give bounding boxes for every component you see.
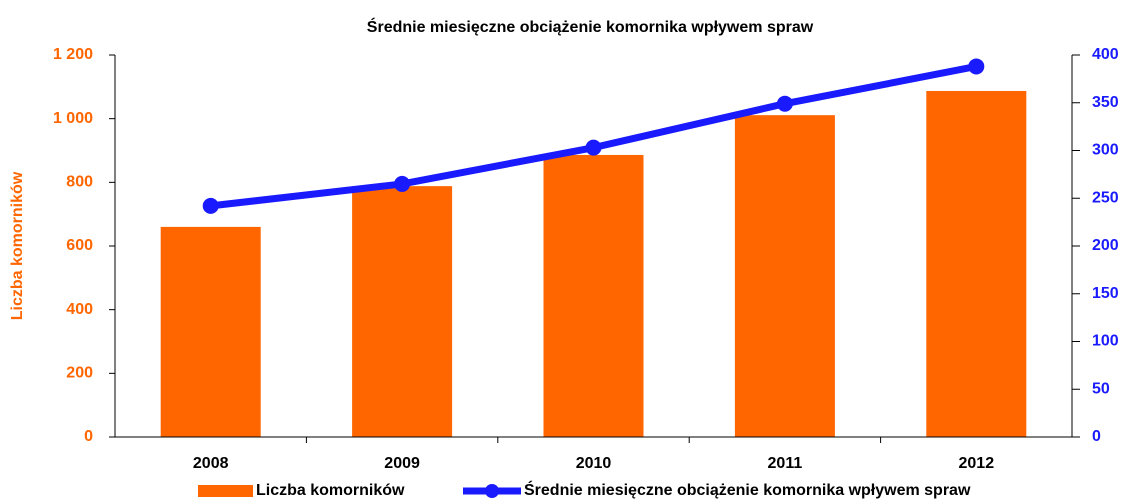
chart-title: Średnie miesięczne obciążenie komornika … — [367, 17, 814, 36]
y-tick-label: 0 — [84, 428, 93, 445]
y2-tick-label: 50 — [1092, 380, 1110, 397]
y-tick-label: 400 — [66, 301, 93, 318]
y2-tick-label: 100 — [1092, 333, 1119, 350]
y2-tick-label: 300 — [1092, 142, 1119, 159]
y2-tick-label: 150 — [1092, 285, 1119, 302]
y2-tick-label: 250 — [1092, 189, 1119, 206]
x-tick-label: 2012 — [959, 455, 995, 472]
y2-tick-label: 0 — [1092, 428, 1101, 445]
bar — [352, 186, 453, 437]
line-marker — [202, 197, 219, 214]
bar — [543, 154, 644, 437]
y-axis-label: Liczba komorników — [9, 171, 26, 320]
y2-tick-label: 350 — [1092, 94, 1119, 111]
legend-label: Średnie miesięczne obciążenie komornika … — [524, 480, 971, 499]
y-tick-label: 200 — [66, 365, 93, 382]
bar — [926, 90, 1027, 437]
y-tick-label: 600 — [66, 237, 93, 254]
x-tick-label: 2010 — [576, 455, 612, 472]
legend-label: Liczba komorników — [256, 482, 405, 499]
y2-tick-label: 200 — [1092, 237, 1119, 254]
y-tick-label: 1 000 — [53, 110, 93, 127]
line-marker — [585, 139, 602, 156]
bar — [734, 115, 835, 437]
x-tick-label: 2009 — [384, 455, 420, 472]
bar — [160, 226, 261, 437]
y2-tick-label: 400 — [1092, 46, 1119, 63]
legend-marker — [485, 484, 499, 498]
y-tick-label: 800 — [66, 174, 93, 191]
line-marker — [776, 95, 793, 112]
x-tick-label: 2011 — [768, 455, 803, 472]
y-tick-label: 1 200 — [53, 46, 93, 63]
line-marker — [394, 175, 411, 192]
legend-swatch — [198, 485, 253, 497]
line-marker — [968, 58, 985, 75]
x-tick-label: 2008 — [193, 455, 229, 472]
